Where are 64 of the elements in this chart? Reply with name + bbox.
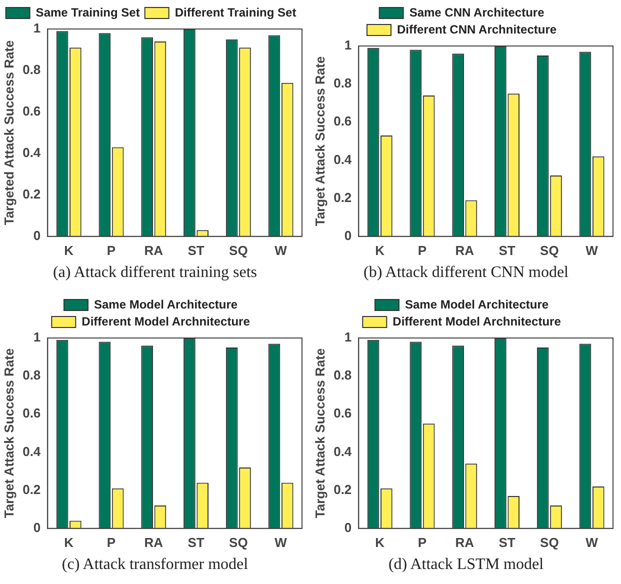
x-tick-label: RA	[455, 534, 475, 550]
y-tick-label: 0.6	[22, 406, 41, 421]
y-tick-label: 0.8	[22, 62, 41, 78]
y-tick-label: 1	[33, 20, 41, 36]
y-tick-label: 0	[344, 520, 352, 535]
legend-label: Same Model Architecture	[94, 297, 238, 312]
x-tick-label: P	[106, 534, 116, 550]
x-tick-label: ST	[498, 242, 516, 258]
y-tick-label: 1	[344, 330, 352, 345]
x-tick-label: RA	[144, 534, 164, 550]
y-tick-label: 1	[344, 38, 352, 53]
y-axis-title: Target Attack Success Rate	[1, 348, 16, 518]
y-tick-label: 0.6	[22, 104, 41, 119]
x-tick-label: SQ	[229, 534, 248, 550]
legend-label: Different Model Archnitecture	[392, 314, 562, 328]
x-tick-label: W	[274, 242, 288, 258]
y-tick-label: 0.8	[22, 368, 41, 383]
legend-label: Same Model Architecture	[404, 297, 549, 312]
legend-label: Different CNN Archnitecture	[396, 22, 557, 36]
x-tick-label: ST	[188, 242, 204, 258]
x-tick-label: SQ	[540, 242, 559, 258]
x-tick-label: W	[586, 242, 599, 258]
y-tick-label: 0.2	[22, 482, 41, 497]
x-tick-label: P	[418, 534, 427, 550]
y-axis-title: Target Attack Success Rate	[312, 56, 328, 226]
y-tick-label: 0.2	[22, 186, 41, 202]
legend-label: Same CNN Architecture	[409, 5, 545, 20]
legend-label: Different Model Archnitecture	[82, 314, 250, 328]
y-tick-label: 0.4	[334, 444, 352, 459]
y-tick-label: 0.6	[334, 114, 352, 129]
text: (a) Attack different training sets	[52, 264, 258, 282]
x-tick-label: K	[375, 534, 386, 550]
x-tick-label: P	[418, 242, 427, 258]
y-axis-title: Target Attack Success Rate	[312, 348, 328, 518]
y-tick-label: 1	[33, 330, 41, 345]
y-axis-title: Targeted Attack Success Rate	[1, 40, 16, 226]
x-tick-label: RA	[144, 242, 164, 258]
y-tick-label: 0.8	[334, 76, 352, 91]
y-tick-label: 0.4	[22, 444, 42, 459]
legend-label: Different Training Set	[174, 5, 296, 20]
y-tick-label: 0.6	[334, 406, 352, 421]
x-tick-label: SQ	[229, 242, 248, 258]
x-tick-label: P	[106, 242, 116, 258]
x-tick-label: RA	[455, 242, 475, 258]
x-tick-label: ST	[498, 534, 516, 550]
y-tick-label: 0.8	[334, 368, 352, 383]
x-tick-label: SQ	[540, 534, 559, 550]
y-tick-label: 0.4	[22, 145, 42, 160]
text: (c) Attack transformer model	[60, 556, 250, 574]
y-tick-label: 0.2	[334, 482, 352, 497]
x-tick-label: K	[375, 242, 386, 258]
text: (b) Attack different CNN model	[362, 264, 570, 282]
text: (d) Attack LSTM model	[387, 556, 545, 574]
x-tick-label: ST	[188, 534, 204, 550]
x-tick-label: K	[64, 242, 74, 258]
x-tick-label: W	[274, 534, 288, 550]
y-tick-label: 0	[33, 228, 41, 243]
y-tick-label: 0.2	[334, 190, 352, 205]
x-tick-label: K	[64, 534, 74, 550]
y-tick-label: 0.4	[334, 152, 352, 167]
y-tick-label: 0	[344, 228, 352, 243]
y-tick-label: 0	[33, 520, 41, 535]
legend-label: Same Training Set	[36, 5, 140, 20]
x-tick-label: W	[586, 534, 599, 550]
